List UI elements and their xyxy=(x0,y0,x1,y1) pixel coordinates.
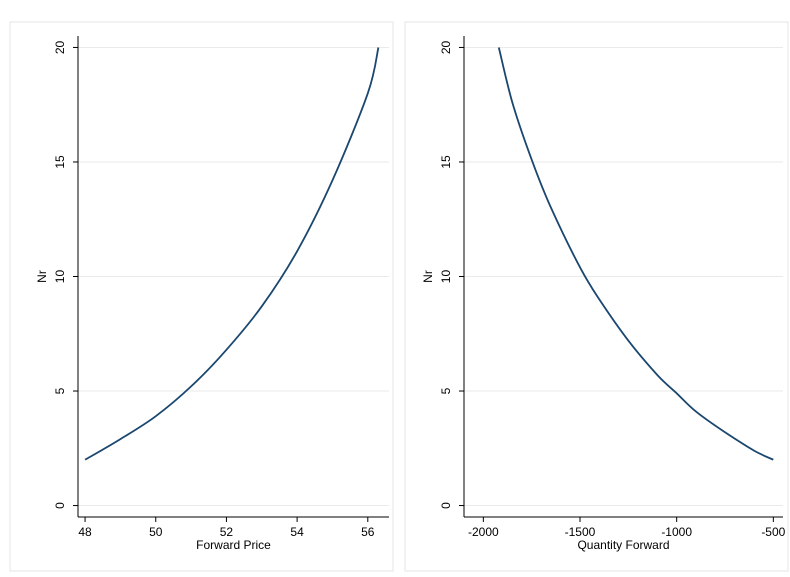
y-tick-label: 0 xyxy=(439,502,453,509)
y-tick-label: 20 xyxy=(439,40,453,54)
y-tick-label: 15 xyxy=(53,155,67,169)
x-tick-label: 54 xyxy=(290,525,304,539)
x-tick-label: 52 xyxy=(220,525,234,539)
y-tick-label: 20 xyxy=(53,40,67,54)
y-tick-label: 5 xyxy=(53,387,67,394)
x-tick-label: -1500 xyxy=(565,525,596,539)
y-tick-label: 5 xyxy=(439,387,453,394)
x-tick-label: -2000 xyxy=(468,525,499,539)
x-axis-title: Forward Price xyxy=(196,538,271,552)
x-axis-title: Quantity Forward xyxy=(577,538,669,552)
series-line xyxy=(84,47,380,461)
x-tick-label: 50 xyxy=(149,525,163,539)
x-tick-label: 48 xyxy=(78,525,92,539)
x-tick-label: -500 xyxy=(761,525,785,539)
y-tick-label: 0 xyxy=(53,502,67,509)
y-axis-title: Nr xyxy=(421,270,435,283)
y-axis-title: Nr xyxy=(35,270,49,283)
chart-left: 0 5 10 15 20 48 50 52 54 56 Forward Price Nr xyxy=(9,21,394,572)
y-tick-label: 10 xyxy=(439,270,453,284)
plot-panel xyxy=(9,21,394,572)
x-tick-label: 56 xyxy=(361,525,375,539)
x-tick-label: -1000 xyxy=(661,525,692,539)
chart-right: 0 5 10 15 20 -2000 -1500 -1000 -500 Quantity Forw… xyxy=(404,21,789,572)
series-line xyxy=(497,47,774,461)
y-tick-label: 15 xyxy=(439,155,453,169)
y-tick-label: 10 xyxy=(53,270,67,284)
